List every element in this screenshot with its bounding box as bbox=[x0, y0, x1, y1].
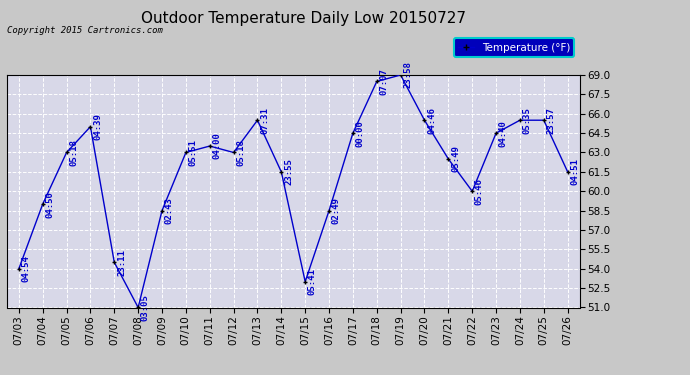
Text: 04:50: 04:50 bbox=[46, 191, 55, 217]
Point bbox=[276, 169, 287, 175]
Point bbox=[562, 169, 573, 175]
Point bbox=[13, 266, 24, 272]
Text: 05:18: 05:18 bbox=[69, 139, 79, 166]
Point bbox=[299, 279, 310, 285]
Point bbox=[132, 304, 144, 310]
Point bbox=[538, 117, 549, 123]
Text: 04:40: 04:40 bbox=[499, 120, 508, 147]
Point bbox=[491, 130, 502, 136]
Point bbox=[324, 208, 335, 214]
Point bbox=[85, 124, 96, 130]
Text: 07:31: 07:31 bbox=[260, 107, 269, 134]
Point bbox=[109, 259, 120, 265]
Text: Outdoor Temperature Daily Low 20150727: Outdoor Temperature Daily Low 20150727 bbox=[141, 11, 466, 26]
Text: 04:54: 04:54 bbox=[21, 255, 30, 282]
Text: 00:00: 00:00 bbox=[355, 120, 365, 147]
Legend: Temperature (°F): Temperature (°F) bbox=[454, 38, 574, 57]
Point bbox=[252, 117, 263, 123]
Text: 03:05: 03:05 bbox=[141, 294, 150, 321]
Point bbox=[180, 150, 191, 156]
Point bbox=[395, 72, 406, 78]
Point bbox=[466, 188, 477, 194]
Text: 02:43: 02:43 bbox=[165, 197, 174, 224]
Point bbox=[61, 150, 72, 156]
Text: 04:51: 04:51 bbox=[571, 158, 580, 185]
Point bbox=[515, 117, 526, 123]
Text: 05:35: 05:35 bbox=[523, 107, 532, 134]
Text: 05:18: 05:18 bbox=[237, 139, 246, 166]
Text: 23:57: 23:57 bbox=[546, 107, 555, 134]
Point bbox=[419, 117, 430, 123]
Text: 07:07: 07:07 bbox=[380, 68, 388, 95]
Point bbox=[157, 208, 168, 214]
Text: 04:00: 04:00 bbox=[213, 133, 221, 159]
Text: 05:51: 05:51 bbox=[188, 139, 197, 166]
Point bbox=[371, 78, 382, 84]
Text: 04:39: 04:39 bbox=[93, 113, 102, 140]
Text: 04:46: 04:46 bbox=[427, 107, 436, 134]
Point bbox=[37, 201, 48, 207]
Text: 23:58: 23:58 bbox=[404, 62, 413, 88]
Text: 05:46: 05:46 bbox=[475, 178, 484, 205]
Point bbox=[443, 156, 454, 162]
Text: 05:49: 05:49 bbox=[451, 146, 460, 172]
Point bbox=[228, 150, 239, 156]
Text: Copyright 2015 Cartronics.com: Copyright 2015 Cartronics.com bbox=[7, 26, 163, 35]
Text: 23:11: 23:11 bbox=[117, 249, 126, 276]
Text: 23:55: 23:55 bbox=[284, 158, 293, 185]
Text: 05:41: 05:41 bbox=[308, 268, 317, 295]
Text: 02:49: 02:49 bbox=[332, 197, 341, 224]
Point bbox=[347, 130, 358, 136]
Point bbox=[204, 143, 215, 149]
